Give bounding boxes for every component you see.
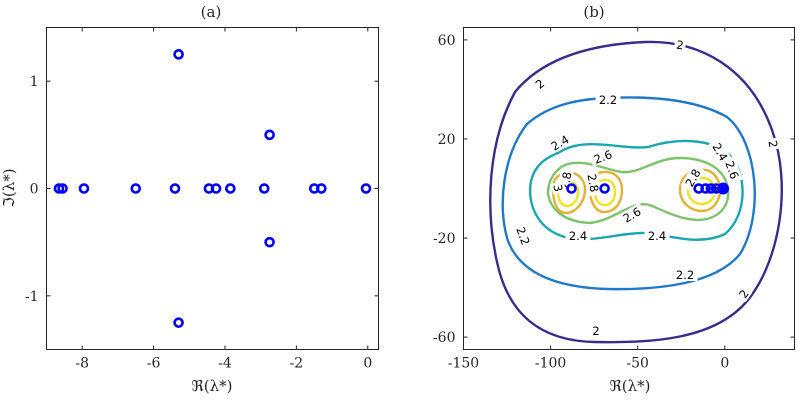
contour-label-background bbox=[672, 268, 698, 281]
contour-label: 2 bbox=[673, 37, 687, 53]
panel-a-x-tick-label: -2 bbox=[290, 356, 304, 372]
panel-a-y-tick-label: 0 bbox=[30, 182, 39, 198]
panel-a-y-tick-label: 1 bbox=[30, 74, 39, 90]
contour-label-text: 2.4 bbox=[648, 229, 666, 243]
panel-b-x-tick-label: -50 bbox=[626, 356, 649, 372]
contour-label-background bbox=[545, 130, 574, 155]
pole-marker bbox=[705, 183, 717, 194]
panel-a-x-tick-label: -4 bbox=[218, 356, 232, 372]
eigenvalue-point bbox=[53, 183, 65, 194]
contour-label-background bbox=[644, 229, 670, 242]
eigenvalue-point bbox=[258, 183, 270, 194]
panel-b-x-tick-label: 0 bbox=[720, 356, 729, 372]
contour-label: 2.2 bbox=[513, 221, 534, 250]
panel-a: (a) -8 -6 -4 -2 0 -1 0 1 ℜ(λ*) ℑ(λ*) bbox=[0, 3, 379, 395]
eigenvalue-point bbox=[57, 183, 68, 194]
eigenvalue-point bbox=[169, 183, 181, 194]
contour-label-background bbox=[588, 146, 617, 167]
contour-label-text: 2 bbox=[592, 324, 599, 338]
contour-label: 2 bbox=[590, 324, 602, 338]
eigenvalue-point bbox=[78, 183, 90, 194]
contour-line bbox=[489, 40, 783, 344]
contour-label-text: 2.2 bbox=[676, 268, 694, 282]
contour-label-text: 2.6 bbox=[722, 159, 741, 181]
contour-label-text: 2 bbox=[765, 139, 780, 149]
panel-b: (b) -150 -100 -50 0 -60 -20 20 60 2 2 2 2 2 2.2 2.2 2.… bbox=[433, 3, 795, 395]
panel-a-x-tick-label: 0 bbox=[363, 356, 372, 372]
contour-label-text: 3 bbox=[550, 183, 565, 193]
eigenvalue-point bbox=[264, 129, 275, 141]
contour-label: 2.2 bbox=[672, 268, 698, 282]
panel-b-y-tick-label: 20 bbox=[438, 132, 456, 148]
contour-line bbox=[678, 168, 722, 213]
contour-label-text: 2.4 bbox=[569, 229, 587, 243]
contour-label: 2.2 bbox=[595, 93, 621, 107]
contour-label-background bbox=[680, 163, 705, 192]
panel-b-x-tick-label: -150 bbox=[448, 356, 479, 372]
contour-label: 3 bbox=[550, 181, 566, 195]
eigenvalue-point bbox=[264, 236, 275, 248]
panel-a-y-tick-label: -1 bbox=[25, 289, 39, 305]
contour-label-background bbox=[590, 324, 602, 337]
panel-b-y-tick-label: 60 bbox=[438, 33, 456, 49]
panel-a-x-axis-label: ℜ(λ*) bbox=[192, 377, 233, 395]
contour-label-background bbox=[735, 285, 753, 302]
eigenvalue-point bbox=[316, 183, 327, 194]
contour-label-text: 2.2 bbox=[599, 93, 617, 107]
contour-label-background bbox=[551, 181, 566, 195]
eigenvalue-point bbox=[360, 183, 372, 194]
contour-label-text: 2.8 bbox=[585, 173, 602, 193]
contour-label: 2 bbox=[765, 137, 781, 151]
panel-b-title: (b) bbox=[583, 3, 604, 21]
contour-label: 2.4 bbox=[644, 229, 670, 243]
panel-a-x-tick-label: -8 bbox=[75, 356, 89, 372]
contour-line bbox=[546, 156, 730, 225]
eigenvalue-point bbox=[173, 317, 184, 328]
contour-label-text: 2.6 bbox=[592, 147, 614, 166]
contour-label-background bbox=[513, 221, 534, 250]
contour-label: 2 bbox=[531, 75, 549, 93]
contour-label: 2.6 bbox=[588, 146, 617, 167]
contour-label-background bbox=[617, 202, 646, 227]
eigenvalue-point bbox=[225, 183, 236, 194]
panel-a-title: (a) bbox=[201, 3, 222, 21]
eigenvalue-point bbox=[130, 183, 142, 194]
contour-label: 2.6 bbox=[722, 155, 743, 184]
panel-a-x-tick-label: -6 bbox=[147, 356, 161, 372]
contour-line bbox=[501, 96, 756, 291]
contour-label-text: 2 bbox=[675, 38, 684, 53]
pole-marker-large bbox=[717, 182, 730, 195]
pole-marker bbox=[700, 183, 711, 194]
contour-label-background bbox=[722, 155, 743, 184]
contour-label-background bbox=[766, 137, 781, 151]
contour-line bbox=[551, 171, 587, 215]
contour-label: 2 bbox=[735, 285, 753, 302]
panel-b-axes-frame bbox=[463, 27, 795, 350]
panel-b-y-tick-label: -60 bbox=[433, 330, 456, 346]
eigenvalue-point bbox=[210, 183, 222, 194]
panel-b-x-tick-label: -100 bbox=[535, 356, 566, 372]
contour-label: 2.6 bbox=[617, 202, 646, 227]
contour-label-background bbox=[673, 37, 687, 52]
panel-b-y-tick-label: -20 bbox=[433, 231, 456, 247]
panel-a-y-axis-label: ℑ(λ*) bbox=[0, 168, 18, 207]
pole-marker bbox=[599, 183, 610, 194]
eigenvalue-point bbox=[173, 49, 184, 60]
contour-label-background bbox=[595, 93, 621, 106]
contour-label: 2.4 bbox=[565, 229, 591, 243]
panel-b-x-axis-label: ℜ(λ*) bbox=[610, 377, 651, 395]
contour-label-background bbox=[584, 169, 603, 197]
contour-label: 2.8 bbox=[584, 169, 603, 197]
pole-marker bbox=[566, 183, 577, 194]
contour-line bbox=[528, 139, 744, 241]
contour-label-text: 2.2 bbox=[513, 225, 532, 247]
contour-label-background bbox=[531, 75, 549, 93]
contour-label-background bbox=[565, 229, 591, 242]
